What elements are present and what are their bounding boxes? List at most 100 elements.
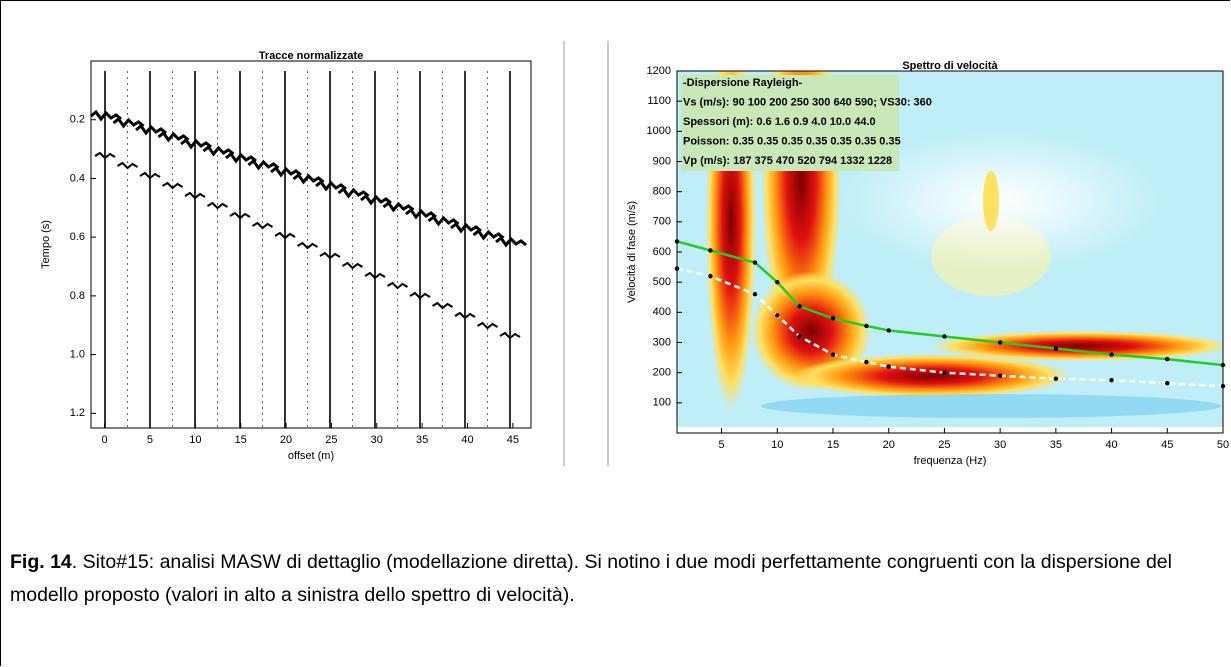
- y-tick-label: 0.6: [70, 231, 85, 243]
- trace-wiggle: [472, 228, 505, 241]
- dispersion-point: [797, 304, 802, 309]
- x-axis-label: offset (m): [288, 450, 334, 462]
- plot-frame: [90, 60, 532, 429]
- trace-wiggle: [382, 200, 415, 213]
- y-tick-label: 0.2: [70, 114, 85, 126]
- y-axis-label: Tempo (s): [40, 220, 52, 269]
- chart-title: Tracce normalizzate: [259, 50, 364, 62]
- y-tick-label: 1100: [647, 95, 671, 107]
- y-tick-label: 700: [653, 216, 671, 228]
- x-tick-label: 10: [189, 434, 201, 446]
- x-tick-label: 10: [771, 439, 783, 451]
- y-tick-label: 500: [653, 276, 671, 288]
- x-axis-label: frequenza (Hz): [914, 455, 987, 467]
- x-tick-label: 30: [994, 439, 1006, 451]
- x-tick-label: 15: [235, 434, 247, 446]
- trace-wiggle: [364, 271, 386, 280]
- y-tick-label: 1000: [647, 125, 671, 137]
- trace-wiggle: [341, 261, 364, 270]
- trace-wiggle: [315, 179, 347, 192]
- trace-wiggle: [431, 301, 454, 310]
- trace-wiggle: [360, 193, 392, 206]
- dispersion-point: [997, 340, 1003, 345]
- trace-wiggle: [386, 281, 409, 290]
- trace-wiggle: [292, 172, 325, 185]
- y-tick-label: 0.4: [70, 172, 85, 184]
- y-tick-label: 600: [653, 246, 671, 258]
- dispersion-curve: [676, 240, 1224, 367]
- y-tick-label: 800: [653, 186, 671, 198]
- trace-wiggle: [184, 191, 206, 200]
- x-tick-label: 50: [1217, 439, 1229, 451]
- x-tick-label: 25: [938, 439, 950, 451]
- dispersion-point: [775, 313, 780, 318]
- annotation: Vs (m/s): 90 100 200 250 300 640 590; VS…: [683, 96, 932, 108]
- trace-wiggle: [319, 251, 341, 260]
- trace-wiggle: [247, 158, 280, 171]
- trace-wiggle: [499, 331, 521, 340]
- x-tick-label: 20: [280, 434, 292, 446]
- x-tick-label: 45: [1161, 439, 1173, 451]
- trace-wiggle: [161, 181, 184, 190]
- y-tick-label: 1.0: [70, 349, 85, 361]
- x-tick-label: 5: [719, 439, 725, 451]
- dispersion-point: [942, 334, 947, 339]
- trace-wiggle: [427, 214, 460, 227]
- annotation: Poisson: 0.35 0.35 0.35 0.35 0.35 0.35 0…: [683, 135, 901, 147]
- y-tick-label: 400: [653, 306, 671, 318]
- x-tick-label: 0: [102, 434, 108, 446]
- y-tick-label: 300: [653, 336, 671, 348]
- dispersion-point: [1109, 378, 1114, 383]
- annotation: Spessori (m): 0.6 1.6 0.9 4.0 10.0 44.0: [683, 116, 876, 128]
- figure: Tracce normalizzate offset (m) Tempo (s) 0 5…: [40, 41, 1229, 467]
- x-tick-label: 5: [147, 434, 153, 446]
- spectrum-image: [677, 71, 1223, 427]
- dispersion-point: [708, 273, 713, 279]
- trace-wiggle: [229, 211, 251, 220]
- dispersion-point: [752, 292, 758, 297]
- trace-wiggle: [112, 116, 145, 129]
- trace-wiggle: [337, 186, 370, 199]
- dispersion-point: [830, 352, 836, 357]
- y-tick-label: 0.8: [70, 290, 85, 302]
- dispersion-point: [1109, 352, 1114, 357]
- annotation: Vp (m/s): 187 375 470 520 794 1332 1228: [683, 155, 892, 167]
- trace-wiggle: [274, 231, 296, 240]
- dispersion-point: [830, 316, 836, 321]
- trace-wiggle: [94, 151, 116, 160]
- dispersion-point: [1165, 381, 1170, 386]
- dispersion-curve: [676, 267, 1224, 388]
- trace-wiggle: [251, 221, 274, 230]
- x-tick-label: 15: [827, 439, 839, 451]
- x-tick-label: 25: [325, 434, 337, 446]
- dispersion-point: [864, 359, 869, 365]
- y-tick-label: 100: [653, 397, 671, 409]
- trace-wiggle: [180, 137, 212, 150]
- trace-wiggle: [139, 171, 161, 180]
- trace-wiggle: [90, 109, 122, 122]
- dispersion-point: [1053, 346, 1059, 351]
- dispersion-point: [864, 323, 869, 329]
- x-tick-label: 30: [371, 434, 383, 446]
- dispersion-point: [775, 279, 780, 285]
- y-axis-label: Velocità di fase (m/s): [626, 201, 638, 303]
- y-tick-label: 1.2: [70, 407, 85, 419]
- x-tick-label: 40: [1105, 439, 1117, 451]
- caption: Fig. 14. Sito#15: analisi MASW di dettag…: [10, 546, 1222, 612]
- trace-wiggle: [409, 291, 431, 300]
- plot-frame: [676, 70, 1224, 434]
- x-tick-label: 20: [883, 439, 895, 451]
- caption-text: . Sito#15: analisi MASW di dettaglio (mo…: [10, 551, 1172, 606]
- dispersion-point: [1165, 356, 1170, 362]
- x-tick-label: 45: [507, 434, 519, 446]
- dispersion-point: [886, 328, 891, 333]
- trace-wiggle: [454, 311, 476, 320]
- annotation-box: [681, 75, 899, 171]
- trace-wiggle: [157, 130, 190, 143]
- trace-wiggle: [405, 207, 437, 220]
- trace-wiggle: [476, 321, 499, 330]
- y-tick-label: 200: [653, 367, 671, 379]
- annotation: -Dispersione Rayleigh-: [683, 77, 803, 89]
- dispersion-point: [942, 370, 947, 375]
